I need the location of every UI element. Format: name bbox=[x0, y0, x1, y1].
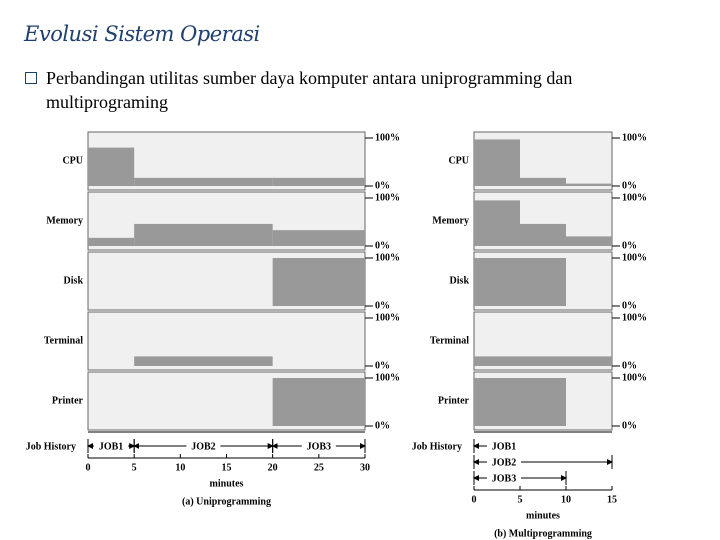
bullet-text: Perbandingan utilitas sumber daya komput… bbox=[46, 68, 573, 112]
chart-caption: (b) Multiprogramming bbox=[494, 528, 592, 539]
resource-label: Printer bbox=[52, 395, 84, 406]
x-axis-label: minutes bbox=[210, 478, 244, 489]
resource-label: Disk bbox=[64, 275, 84, 286]
y-tick-label: 0% bbox=[622, 240, 637, 251]
job-label-bg bbox=[186, 439, 221, 453]
usage-bar bbox=[272, 258, 365, 306]
usage-bar bbox=[474, 200, 520, 246]
y-tick-label: 0% bbox=[375, 420, 390, 431]
x-tick-label: 10 bbox=[175, 462, 185, 473]
job-label-bg bbox=[487, 455, 521, 469]
bullet-icon bbox=[25, 72, 37, 84]
x-tick-label: 20 bbox=[268, 462, 278, 473]
resource-label: Terminal bbox=[44, 335, 83, 346]
x-axis-label: minutes bbox=[526, 510, 560, 521]
x-tick-label: 0 bbox=[86, 462, 91, 473]
resource-label: Disk bbox=[450, 275, 470, 286]
job-label-bg bbox=[487, 439, 521, 453]
history-label: Job History bbox=[26, 441, 76, 452]
job-label: JOB1 bbox=[492, 441, 516, 452]
y-tick-label: 100% bbox=[622, 132, 647, 143]
job-label-bg bbox=[94, 439, 129, 453]
usage-bar bbox=[88, 147, 135, 186]
usage-bar bbox=[272, 177, 365, 186]
x-tick-label: 30 bbox=[360, 462, 370, 473]
y-tick-label: 100% bbox=[375, 192, 400, 203]
x-tick-label: 25 bbox=[314, 462, 324, 473]
y-tick-label: 0% bbox=[375, 240, 390, 251]
y-tick-label: 100% bbox=[622, 252, 647, 263]
usage-bar bbox=[474, 258, 520, 306]
usage-bar bbox=[474, 378, 520, 426]
job-label: JOB3 bbox=[307, 441, 331, 452]
chart-caption: (a) Uniprogramming bbox=[182, 496, 271, 507]
y-tick-label: 0% bbox=[622, 180, 637, 191]
usage-bar bbox=[520, 177, 566, 186]
x-tick-label: 15 bbox=[607, 494, 617, 505]
usage-bar bbox=[566, 356, 612, 366]
usage-bar bbox=[272, 378, 365, 426]
job-label-bg bbox=[301, 439, 336, 453]
y-tick-label: 0% bbox=[375, 360, 390, 371]
x-tick-label: 15 bbox=[222, 462, 232, 473]
x-tick-label: 10 bbox=[561, 494, 571, 505]
usage-bar bbox=[272, 230, 365, 246]
usage-bar bbox=[134, 177, 273, 186]
x-tick-label: 5 bbox=[132, 462, 137, 473]
resource-label: Printer bbox=[438, 395, 470, 406]
y-tick-label: 100% bbox=[375, 252, 400, 263]
x-tick-label: 0 bbox=[472, 494, 477, 505]
usage-bar bbox=[520, 378, 566, 426]
usage-bar bbox=[474, 139, 520, 186]
resource-label: CPU bbox=[448, 155, 469, 166]
y-tick-label: 0% bbox=[622, 420, 637, 431]
y-tick-label: 100% bbox=[622, 372, 647, 383]
y-tick-label: 0% bbox=[375, 180, 390, 191]
slide-title: Evolusi Sistem Operasi bbox=[24, 22, 260, 46]
y-tick-label: 100% bbox=[375, 132, 400, 143]
usage-bar bbox=[566, 183, 612, 186]
y-tick-label: 100% bbox=[375, 312, 400, 323]
y-tick-label: 100% bbox=[375, 372, 400, 383]
usage-bar bbox=[474, 356, 520, 366]
usage-bar bbox=[566, 236, 612, 246]
y-tick-label: 100% bbox=[622, 312, 647, 323]
resource-label: Memory bbox=[432, 215, 469, 226]
history-label: Job History bbox=[412, 441, 462, 452]
job-label: JOB2 bbox=[191, 441, 215, 452]
y-tick-label: 100% bbox=[622, 192, 647, 203]
job-label: JOB2 bbox=[492, 457, 516, 468]
job-label-bg bbox=[487, 471, 521, 485]
usage-bar bbox=[88, 237, 135, 246]
usage-bar bbox=[520, 356, 566, 366]
job-label: JOB1 bbox=[99, 441, 123, 452]
usage-bar bbox=[134, 356, 273, 366]
resource-label: Terminal bbox=[430, 335, 469, 346]
y-tick-label: 0% bbox=[622, 300, 637, 311]
usage-bar bbox=[134, 223, 273, 246]
usage-bar bbox=[520, 258, 566, 306]
y-tick-label: 0% bbox=[622, 360, 637, 371]
resource-label: Memory bbox=[46, 215, 83, 226]
usage-bar bbox=[520, 223, 566, 246]
resource-label: CPU bbox=[62, 155, 83, 166]
x-tick-label: 5 bbox=[518, 494, 523, 505]
y-tick-label: 0% bbox=[375, 300, 390, 311]
job-label: JOB3 bbox=[492, 473, 516, 484]
